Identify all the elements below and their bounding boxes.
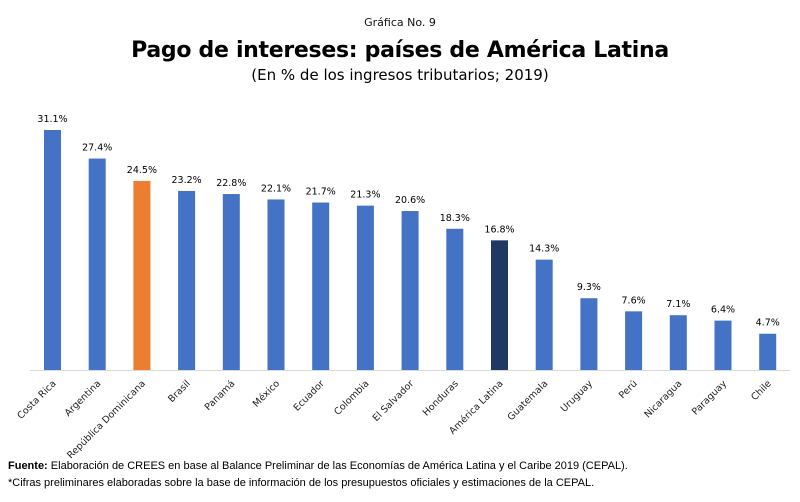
data-label: 14.3%: [529, 244, 559, 255]
source-text: Elaboración de CREES en base al Balance …: [47, 460, 628, 472]
bar-paraguay: [714, 320, 732, 370]
data-label: 20.6%: [395, 195, 425, 206]
category-label: Honduras: [421, 378, 461, 418]
category-label: Uruguay: [559, 378, 596, 415]
bar-honduras: [446, 228, 464, 370]
bar-méxico: [267, 199, 285, 370]
data-label: 7.1%: [666, 299, 690, 310]
footer: Fuente: Elaboración de CREES en base al …: [8, 458, 628, 492]
source-line: Fuente: Elaboración de CREES en base al …: [8, 458, 628, 475]
chart-title: Pago de intereses: países de América Lat…: [131, 38, 669, 63]
figure-number: Gráfica No. 9: [364, 16, 436, 29]
footnote: *Cifras preliminares elaboradas sobre la…: [8, 477, 595, 489]
category-label: Perú: [617, 378, 640, 401]
category-label: Ecuador: [292, 378, 327, 413]
chart-subtitle: (En % de los ingresos tributarios; 2019): [251, 66, 549, 84]
bar-costa-rica: [44, 130, 61, 370]
category-label: Costa Rica: [15, 378, 58, 421]
data-label: 16.8%: [484, 224, 514, 235]
data-label: 22.8%: [216, 178, 246, 189]
category-label: Colombia: [332, 378, 371, 417]
data-label: 22.1%: [261, 183, 291, 194]
bar-república-dominicana: [133, 180, 151, 370]
bar-colombia: [356, 205, 374, 370]
data-label: 6.4%: [711, 305, 735, 316]
bar-perú: [625, 311, 643, 370]
data-label: 18.3%: [440, 213, 470, 224]
bar-brasil: [178, 190, 196, 370]
bar-argentina: [88, 158, 106, 370]
bars-group: [44, 130, 777, 370]
category-label: Argentina: [63, 378, 104, 419]
data-label: 31.1%: [37, 114, 67, 125]
category-label: Guatemala: [506, 378, 551, 423]
category-label: Paraguay: [690, 378, 729, 417]
data-label: 7.6%: [622, 295, 646, 306]
source-label: Fuente:: [8, 460, 48, 472]
category-label: Brasil: [166, 378, 193, 405]
category-label: Chile: [749, 378, 774, 403]
data-labels-group: 31.1% 27.4% 24.5% 23.2% 22.8% 22.1% 21.7% 21.3%…: [37, 114, 779, 329]
bar-américa-latina: [491, 240, 508, 370]
category-label: República Dominicana: [65, 378, 148, 461]
category-label: México: [251, 378, 282, 409]
category-label: El Salvador: [371, 378, 417, 424]
data-label: 23.2%: [172, 175, 202, 186]
bar-panamá: [222, 194, 240, 370]
bar-uruguay: [580, 298, 598, 370]
data-label: 4.7%: [756, 318, 780, 329]
category-label: Nicaragua: [642, 378, 684, 420]
bar-ecuador: [312, 202, 330, 370]
category-label: Panamá: [203, 378, 238, 413]
bar-chile: [759, 333, 777, 370]
bar-nicaragua: [669, 315, 687, 370]
bar-guatemala: [535, 259, 553, 370]
bar-el-salvador: [401, 211, 419, 370]
data-label: 21.7%: [306, 187, 336, 198]
data-label: 9.3%: [577, 282, 601, 293]
data-label: 24.5%: [127, 165, 157, 176]
data-label: 21.3%: [350, 190, 380, 201]
data-label: 27.4%: [82, 143, 112, 154]
